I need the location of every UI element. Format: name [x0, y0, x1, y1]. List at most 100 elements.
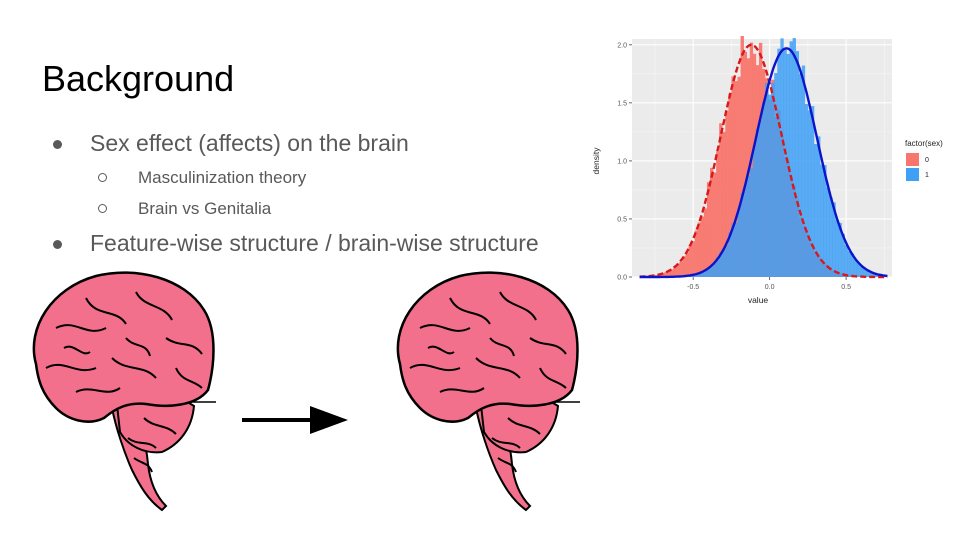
brain-left-illustration [32, 271, 216, 512]
histogram-bar-0 [685, 252, 689, 277]
legend: factor(sex) 0 1 [905, 139, 943, 181]
sub-bullet-text: Brain vs Genitalia [138, 199, 272, 218]
density-chart: 0.0 0.5 1.0 1.5 2.0 -0.5 0.0 0.5 value density… [588, 33, 958, 306]
bullet-dot-icon [53, 240, 62, 249]
histogram-bar-1 [826, 187, 830, 277]
histogram-bar-1 [786, 53, 790, 277]
sub-bullet-text: Masculinization theory [138, 168, 307, 187]
histogram-bar-1 [771, 82, 775, 277]
legend-label-0: 0 [925, 157, 929, 164]
histogram-bar-0 [679, 261, 683, 277]
histogram-bars [651, 33, 885, 278]
bullet-text: Sex effect (affects) on the brain [90, 130, 409, 156]
histogram-bar-0 [700, 216, 705, 277]
density-chart-svg: 0.0 0.5 1.0 1.5 2.0 -0.5 0.0 0.5 value density… [591, 33, 943, 305]
histogram-bar-1 [862, 268, 867, 277]
histogram-bar-1 [719, 252, 723, 277]
histogram-bar-1 [789, 41, 793, 278]
histogram-bar-1 [765, 82, 769, 277]
x-tick-label: 0.5 [841, 284, 851, 291]
histogram-bar-1 [743, 185, 748, 277]
histogram-bar-1 [758, 119, 763, 278]
histogram-bar-0 [743, 51, 748, 278]
histogram-bar-0 [710, 167, 714, 277]
histogram-bar-1 [722, 250, 726, 277]
histogram-bar-1 [823, 165, 827, 277]
legend-swatch-0 [906, 153, 919, 166]
histogram-bar-1 [859, 266, 864, 277]
histogram-bar-1 [814, 144, 818, 277]
brain-icon [396, 271, 580, 512]
histogram-bar-1 [850, 253, 855, 277]
y-ticks: 0.0 0.5 1.0 1.5 2.0 [617, 42, 632, 282]
histogram-bar-1 [716, 257, 720, 277]
histogram-bar-1 [749, 168, 754, 277]
histogram-bar-1 [841, 233, 845, 277]
histogram-bar-1 [872, 273, 876, 277]
density-curve-0 [639, 43, 888, 279]
histogram-bar-1 [725, 245, 729, 277]
histogram-bar-0 [664, 272, 668, 277]
histogram-bar-1 [762, 102, 766, 277]
histogram-bar-1 [752, 146, 757, 277]
y-tick-label: 1.0 [617, 158, 627, 165]
legend-label-1: 1 [925, 172, 929, 179]
right-arrow-icon [242, 406, 348, 434]
histogram-bar-1 [706, 268, 711, 277]
x-tick-label: 0.0 [765, 284, 775, 291]
sub-bullet-item: Brain vs Genitalia [90, 193, 539, 224]
histogram-bar-0 [731, 76, 735, 277]
sub-bullet-ring-icon [98, 204, 107, 213]
histogram-bar-0 [667, 271, 671, 277]
histogram-bar-0 [722, 131, 726, 277]
histogram-bar-1 [875, 273, 879, 277]
histogram-bar-1 [737, 207, 741, 277]
histogram-bar-1 [832, 202, 836, 277]
histogram-bar-1 [801, 65, 806, 277]
histogram-bar-0 [713, 172, 717, 277]
y-tick-label: 2.0 [617, 42, 627, 49]
legend-title: factor(sex) [905, 139, 943, 148]
histogram-bar-0 [688, 244, 692, 277]
histogram-bar-1 [869, 271, 873, 277]
histogram-bar-1 [783, 49, 787, 277]
histogram-bar-1 [792, 38, 796, 277]
bullet-text: Feature-wise structure / brain-wise stru… [90, 230, 539, 256]
sub-bullet-item: Masculinization theory [90, 162, 539, 193]
density-curve-1 [639, 47, 888, 279]
histogram-bar-0 [734, 81, 738, 277]
histogram-bar-1 [777, 48, 781, 277]
sub-bullet-ring-icon [98, 173, 107, 182]
histogram-bar-0 [673, 266, 677, 277]
histogram-bar-1 [713, 262, 717, 277]
histogram-bar-1 [804, 103, 809, 277]
histogram-bar-1 [817, 136, 821, 277]
x-axis-label: value [748, 295, 769, 305]
histogram-bar-1 [829, 197, 833, 277]
histogram-bar-0 [694, 230, 699, 277]
bullet-item: Sex effect (affects) on the brain Mascul… [48, 128, 539, 224]
histogram-bar-1 [728, 232, 732, 277]
histogram-bar-1 [697, 273, 702, 277]
histogram-bar-0 [716, 151, 720, 277]
histogram-bar-1 [853, 259, 858, 277]
histogram-bar-0 [697, 222, 702, 277]
histogram-bar-1 [847, 251, 852, 277]
histogram-bar-0 [737, 76, 741, 277]
histogram-bar-0 [725, 111, 729, 277]
histogram-bar-0 [703, 208, 708, 277]
histogram-bar-1 [734, 222, 738, 277]
legend-swatch-1 [906, 168, 919, 181]
histogram-bar-0 [676, 263, 680, 277]
histogram-bar-0 [670, 269, 674, 277]
histogram-bar-1 [746, 175, 751, 277]
histogram-bar-1 [755, 128, 760, 277]
histogram-bar-1 [731, 223, 735, 277]
bullet-list: Sex effect (affects) on the brain Mascul… [48, 128, 539, 258]
bullet-dot-icon [53, 140, 62, 149]
brain-icon [32, 271, 216, 512]
x-tick-label: -0.5 [687, 284, 699, 291]
histogram-bar-1 [844, 244, 848, 277]
histogram-bar-1 [866, 270, 870, 277]
histogram-bar-0 [740, 33, 744, 278]
